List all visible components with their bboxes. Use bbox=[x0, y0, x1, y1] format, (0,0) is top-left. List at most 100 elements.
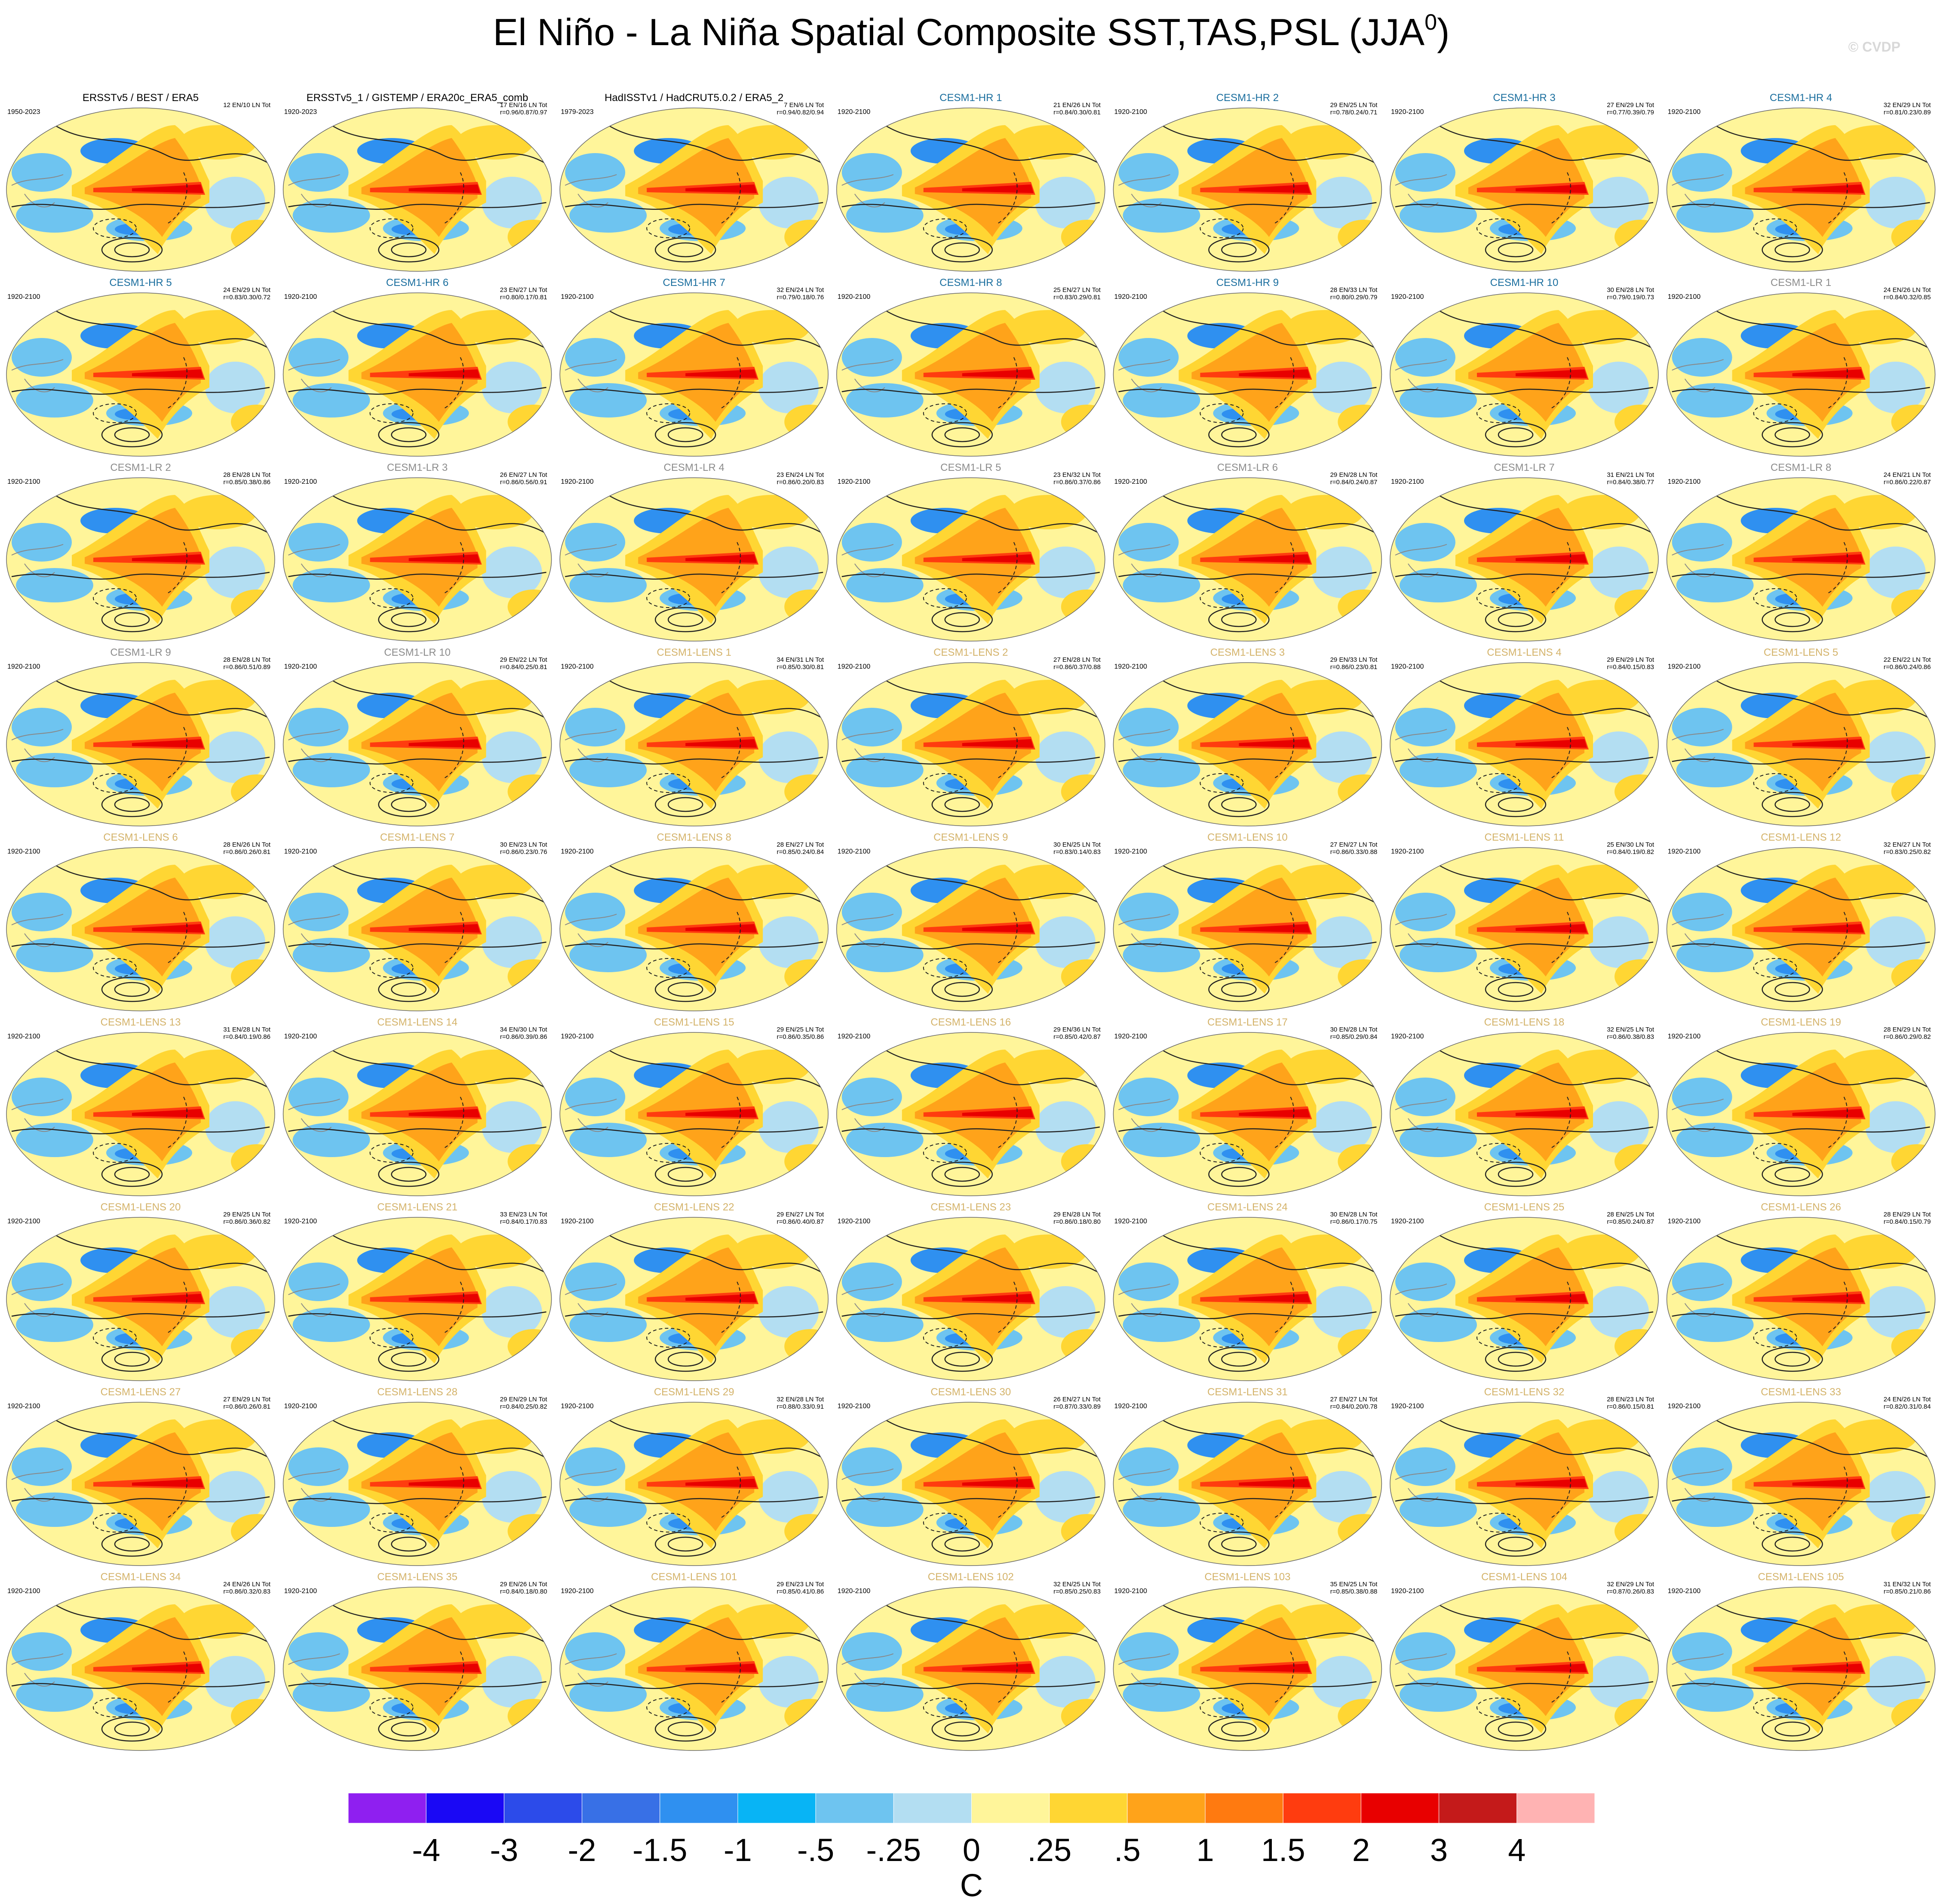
colorbar-box bbox=[1127, 1793, 1206, 1824]
period: 1920-2100 bbox=[284, 1403, 317, 1410]
panel: CESM1-LENS 28 1920-2100 29 EN/29 LN Totr=0… bbox=[282, 1386, 559, 1567]
stats: r=0.77/0.39/0.79 bbox=[1607, 109, 1654, 116]
panel: CESM1-LENS 5 1920-2100 22 EN/22 LN Totr=0.… bbox=[1666, 647, 1943, 827]
panel-title: CESM1-LENS 16 bbox=[930, 1016, 1011, 1028]
panel-title: CESM1-LENS 19 bbox=[1761, 1016, 1841, 1028]
map bbox=[559, 661, 836, 827]
map bbox=[1666, 476, 1943, 642]
counts: 28 EN/28 LN Tot bbox=[223, 656, 271, 663]
map bbox=[1112, 292, 1389, 458]
panel-title: CESM1-LENS 3 bbox=[1210, 647, 1285, 658]
period: 1920-2100 bbox=[561, 1588, 594, 1595]
period: 1920-2100 bbox=[1668, 1033, 1701, 1040]
panel: CESM1-LENS 18 1920-2100 32 EN/25 LN Totr=0… bbox=[1389, 1016, 1666, 1197]
panel: CESM1-HR 10 1920-2100 30 EN/28 LN Totr=0.7… bbox=[1389, 277, 1666, 458]
title-close: ) bbox=[1437, 11, 1449, 53]
period: 1920-2100 bbox=[284, 663, 317, 670]
counts: 32 EN/28 LN Tot bbox=[777, 1396, 824, 1403]
period: 1920-2100 bbox=[7, 1588, 40, 1595]
period: 1920-2100 bbox=[1391, 478, 1424, 485]
map bbox=[5, 1216, 282, 1382]
panel: CESM1-LR 10 1920-2100 29 EN/22 LN Totr=0.8… bbox=[282, 647, 559, 827]
panel-title: CESM1-LENS 101 bbox=[651, 1571, 737, 1583]
panel-title: CESM1-LENS 12 bbox=[1761, 832, 1841, 843]
panel-title: CESM1-LR 10 bbox=[384, 647, 451, 658]
period: 1920-2100 bbox=[838, 478, 871, 485]
period: 1920-2100 bbox=[1391, 663, 1424, 670]
colorbar-box bbox=[893, 1793, 972, 1824]
counts: 28 EN/26 LN Tot bbox=[223, 841, 271, 848]
stats: r=0.88/0.33/0.91 bbox=[777, 1403, 824, 1410]
panel: CESM1-LENS 8 1920-2100 28 EN/27 LN Totr=0.… bbox=[559, 832, 836, 1012]
panel-title: CESM1-LR 7 bbox=[1494, 462, 1554, 473]
panel: CESM1-LR 3 1920-2100 26 EN/27 LN Totr=0.86… bbox=[282, 462, 559, 642]
stats: r=0.96/0.87/0.97 bbox=[500, 109, 547, 116]
panel-title: CESM1-LENS 28 bbox=[377, 1386, 457, 1398]
panel: CESM1-LENS 19 1920-2100 28 EN/29 LN Totr=0… bbox=[1666, 1016, 1943, 1197]
colorbar-tick-label: -4 bbox=[412, 1832, 440, 1868]
panel-title: CESM1-LR 1 bbox=[1771, 277, 1831, 289]
map bbox=[1389, 661, 1666, 827]
stats: r=0.86/0.36/0.82 bbox=[223, 1218, 270, 1225]
panel-title: CESM1-HR 1 bbox=[939, 92, 1002, 104]
panel-title: CESM1-LENS 8 bbox=[657, 832, 731, 843]
period: 1920-2100 bbox=[838, 293, 871, 301]
counts: 28 EN/29 LN Tot bbox=[1884, 1026, 1931, 1033]
map bbox=[5, 107, 282, 273]
stats: r=0.83/0.14/0.83 bbox=[1053, 848, 1101, 856]
map bbox=[1112, 107, 1389, 273]
colorbar-tick-label: -1.5 bbox=[632, 1832, 688, 1868]
panel: CESM1-LENS 10 1920-2100 27 EN/27 LN Totr=0… bbox=[1112, 832, 1389, 1012]
map bbox=[559, 1031, 836, 1197]
stats: r=0.85/0.29/0.84 bbox=[1330, 1033, 1378, 1041]
stats: r=0.82/0.31/0.84 bbox=[1884, 1403, 1931, 1410]
panel-title: CESM1-LR 8 bbox=[1771, 462, 1831, 473]
period: 1920-2100 bbox=[561, 1033, 594, 1040]
panel-title: CESM1-LENS 103 bbox=[1204, 1571, 1290, 1583]
period: 1920-2100 bbox=[561, 293, 594, 301]
panel: CESM1-HR 7 1920-2100 32 EN/24 LN Totr=0.79… bbox=[559, 277, 836, 458]
panel-title: CESM1-HR 9 bbox=[1216, 277, 1279, 289]
counts: 24 EN/21 LN Tot bbox=[1884, 471, 1931, 479]
panel: CESM1-LENS 16 1920-2100 29 EN/36 LN Totr=0… bbox=[835, 1016, 1113, 1197]
stats: r=0.86/0.40/0.87 bbox=[777, 1218, 824, 1225]
counts: 27 EN/27 LN Tot bbox=[1330, 1396, 1378, 1403]
panel: CESM1-LENS 35 1920-2100 29 EN/26 LN Totr=0… bbox=[282, 1571, 559, 1752]
map bbox=[835, 661, 1113, 827]
map bbox=[1666, 846, 1943, 1012]
counts: 32 EN/24 LN Tot bbox=[777, 286, 824, 294]
counts: 29 EN/25 LN Tot bbox=[777, 1026, 824, 1033]
stats: r=0.83/0.29/0.81 bbox=[1053, 294, 1101, 301]
colorbar-tick-label: -.5 bbox=[797, 1832, 834, 1868]
colorbar-box bbox=[1205, 1793, 1283, 1824]
colorbar-box bbox=[1049, 1793, 1128, 1824]
counts: 29 EN/28 LN Tot bbox=[1330, 471, 1378, 479]
panel: CESM1-LENS 29 1920-2100 32 EN/28 LN Totr=0… bbox=[559, 1386, 836, 1567]
stats: r=0.84/0.20/0.78 bbox=[1330, 1403, 1378, 1410]
panel: CESM1-LENS 11 1920-2100 25 EN/30 LN Totr=0… bbox=[1389, 832, 1666, 1012]
counts: 24 EN/26 LN Tot bbox=[1884, 1396, 1931, 1403]
map bbox=[282, 661, 559, 827]
map bbox=[282, 476, 559, 642]
period: 1920-2100 bbox=[1668, 663, 1701, 670]
panel: CESM1-LENS 26 1920-2100 28 EN/29 LN Totr=0… bbox=[1666, 1201, 1943, 1382]
panel: CESM1-LENS 27 1920-2100 27 EN/29 LN Totr=0… bbox=[5, 1386, 282, 1567]
period: 1920-2100 bbox=[1668, 1403, 1701, 1410]
period: 1920-2100 bbox=[7, 1033, 40, 1040]
panel: CESM1-LENS 24 1920-2100 30 EN/28 LN Totr=0… bbox=[1112, 1201, 1389, 1382]
counts: 27 EN/28 LN Tot bbox=[1053, 656, 1101, 663]
counts: 28 EN/29 LN Tot bbox=[1884, 1211, 1931, 1218]
panel-title: CESM1-LENS 102 bbox=[928, 1571, 1014, 1583]
period: 1920-2100 bbox=[1668, 108, 1701, 116]
period: 1920-2100 bbox=[1668, 293, 1701, 301]
colorbar-box bbox=[1439, 1793, 1517, 1824]
counts: 31 EN/28 LN Tot bbox=[223, 1026, 271, 1033]
map bbox=[1389, 846, 1666, 1012]
stats: r=0.86/0.20/0.83 bbox=[777, 479, 824, 486]
panel: CESM1-LENS 25 1920-2100 28 EN/25 LN Totr=0… bbox=[1389, 1201, 1666, 1382]
map bbox=[1112, 1216, 1389, 1382]
panel: ERSSTv5 / BEST / ERA5 1950-2023 12 EN/10 L… bbox=[5, 92, 282, 273]
period: 1920-2100 bbox=[561, 1403, 594, 1410]
colorbar-tick-label: .5 bbox=[1114, 1832, 1141, 1868]
stats: r=0.84/0.15/0.79 bbox=[1884, 1218, 1931, 1225]
